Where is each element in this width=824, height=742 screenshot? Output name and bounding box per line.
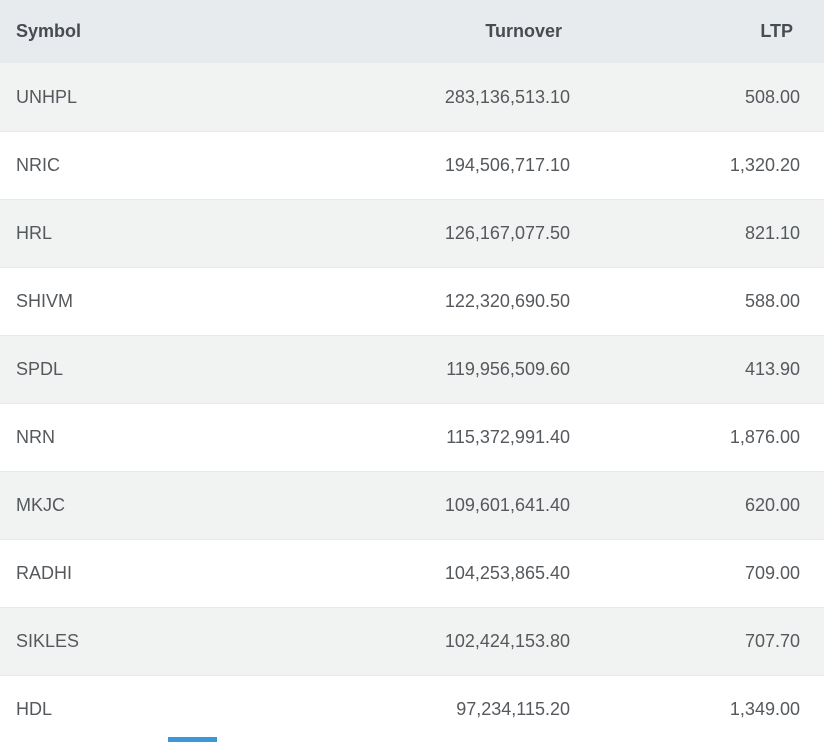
ltp-cell: 1,876.00 [570, 403, 824, 471]
ltp-cell: 1,349.00 [570, 675, 824, 742]
symbol-cell: NRN [0, 403, 222, 471]
header-row: Symbol Turnover LTP [0, 0, 824, 63]
ltp-cell: 707.70 [570, 607, 824, 675]
table-row[interactable]: RADHI 104,253,865.40 709.00 [0, 539, 824, 607]
turnover-cell: 97,234,115.20 [222, 675, 570, 742]
turnover-cell: 102,424,153.80 [222, 607, 570, 675]
ltp-cell: 588.00 [570, 267, 824, 335]
table-row[interactable]: SPDL 119,956,509.60 413.90 [0, 335, 824, 403]
ltp-cell: 508.00 [570, 63, 824, 131]
table-row[interactable]: UNHPL 283,136,513.10 508.00 [0, 63, 824, 131]
table-row[interactable]: HDL 97,234,115.20 1,349.00 [0, 675, 824, 742]
turnover-cell: 122,320,690.50 [222, 267, 570, 335]
ltp-cell: 709.00 [570, 539, 824, 607]
turnover-cell: 283,136,513.10 [222, 63, 570, 131]
table-row[interactable]: NRN 115,372,991.40 1,876.00 [0, 403, 824, 471]
turnover-cell: 126,167,077.50 [222, 199, 570, 267]
turnover-cell: 115,372,991.40 [222, 403, 570, 471]
turnover-cell: 119,956,509.60 [222, 335, 570, 403]
table-row[interactable]: SHIVM 122,320,690.50 588.00 [0, 267, 824, 335]
active-tab-indicator-bar [168, 737, 217, 742]
column-header-ltp[interactable]: LTP [570, 0, 824, 63]
symbol-cell: HRL [0, 199, 222, 267]
table-row[interactable]: MKJC 109,601,641.40 620.00 [0, 471, 824, 539]
turnover-cell: 194,506,717.10 [222, 131, 570, 199]
table-row[interactable]: SIKLES 102,424,153.80 707.70 [0, 607, 824, 675]
symbol-cell: RADHI [0, 539, 222, 607]
symbol-cell: MKJC [0, 471, 222, 539]
symbol-cell: SHIVM [0, 267, 222, 335]
table-row[interactable]: HRL 126,167,077.50 821.10 [0, 199, 824, 267]
table-row[interactable]: NRIC 194,506,717.10 1,320.20 [0, 131, 824, 199]
ltp-cell: 1,320.20 [570, 131, 824, 199]
column-header-turnover[interactable]: Turnover [222, 0, 570, 63]
symbol-cell: UNHPL [0, 63, 222, 131]
ltp-cell: 620.00 [570, 471, 824, 539]
ltp-cell: 821.10 [570, 199, 824, 267]
symbol-cell: NRIC [0, 131, 222, 199]
column-header-symbol[interactable]: Symbol [0, 0, 222, 63]
symbol-cell: HDL [0, 675, 222, 742]
turnover-cell: 104,253,865.40 [222, 539, 570, 607]
turnover-cell: 109,601,641.40 [222, 471, 570, 539]
symbol-cell: SIKLES [0, 607, 222, 675]
symbol-cell: SPDL [0, 335, 222, 403]
table-body: UNHPL 283,136,513.10 508.00 NRIC 194,506,717… [0, 63, 824, 742]
ltp-cell: 413.90 [570, 335, 824, 403]
